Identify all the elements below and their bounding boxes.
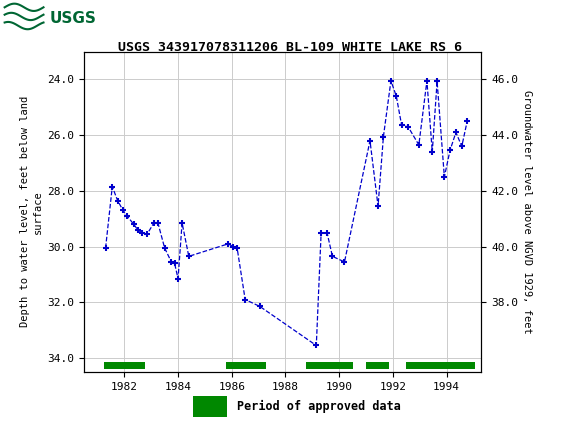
Y-axis label: Depth to water level, feet below land
surface: Depth to water level, feet below land su…: [20, 96, 44, 327]
FancyBboxPatch shape: [3, 3, 93, 34]
Text: USGS 343917078311206 BL-109 WHITE LAKE RS 6: USGS 343917078311206 BL-109 WHITE LAKE R…: [118, 41, 462, 54]
Bar: [104, 362, 146, 369]
Bar: [406, 362, 474, 369]
FancyBboxPatch shape: [193, 396, 227, 417]
Y-axis label: Groundwater level above NGVD 1929, feet: Groundwater level above NGVD 1929, feet: [522, 90, 532, 334]
Bar: [366, 362, 389, 369]
Text: USGS: USGS: [49, 11, 96, 26]
Bar: [306, 362, 353, 369]
Bar: [226, 362, 266, 369]
Text: Period of approved data: Period of approved data: [237, 400, 401, 413]
